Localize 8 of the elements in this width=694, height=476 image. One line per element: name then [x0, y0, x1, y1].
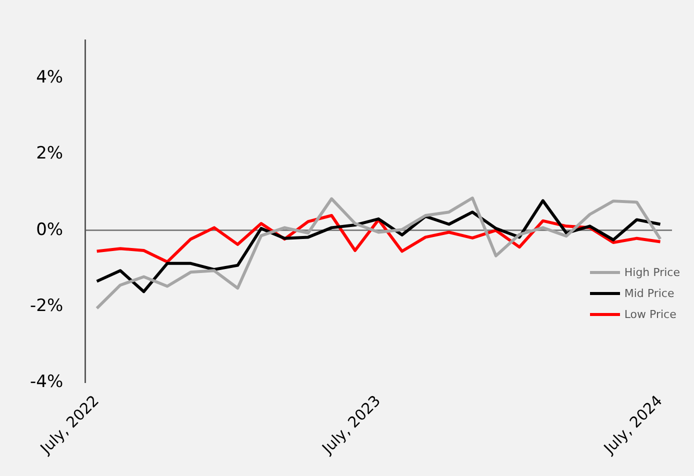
legend-label: High Price	[624, 266, 680, 279]
y-tick-label: -2%	[30, 296, 64, 316]
y-tick-label: 0%	[36, 220, 64, 240]
y-tick-label: 4%	[36, 68, 64, 88]
y-tick-label: -4%	[30, 372, 64, 392]
y-tick-label: 2%	[36, 144, 64, 164]
legend-label: Mid Price	[624, 287, 674, 300]
legend-label: Low Price	[624, 308, 676, 321]
